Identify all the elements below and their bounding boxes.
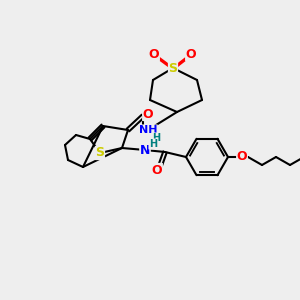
Text: O: O bbox=[152, 164, 162, 176]
Text: O: O bbox=[143, 107, 153, 121]
Text: S: S bbox=[95, 146, 104, 160]
Text: O: O bbox=[186, 47, 196, 61]
Text: S: S bbox=[169, 61, 178, 74]
Text: H: H bbox=[149, 139, 157, 149]
Text: N: N bbox=[140, 143, 150, 157]
Text: H: H bbox=[152, 133, 160, 143]
Text: NH: NH bbox=[139, 125, 157, 135]
Text: O: O bbox=[237, 151, 247, 164]
Text: O: O bbox=[149, 47, 159, 61]
